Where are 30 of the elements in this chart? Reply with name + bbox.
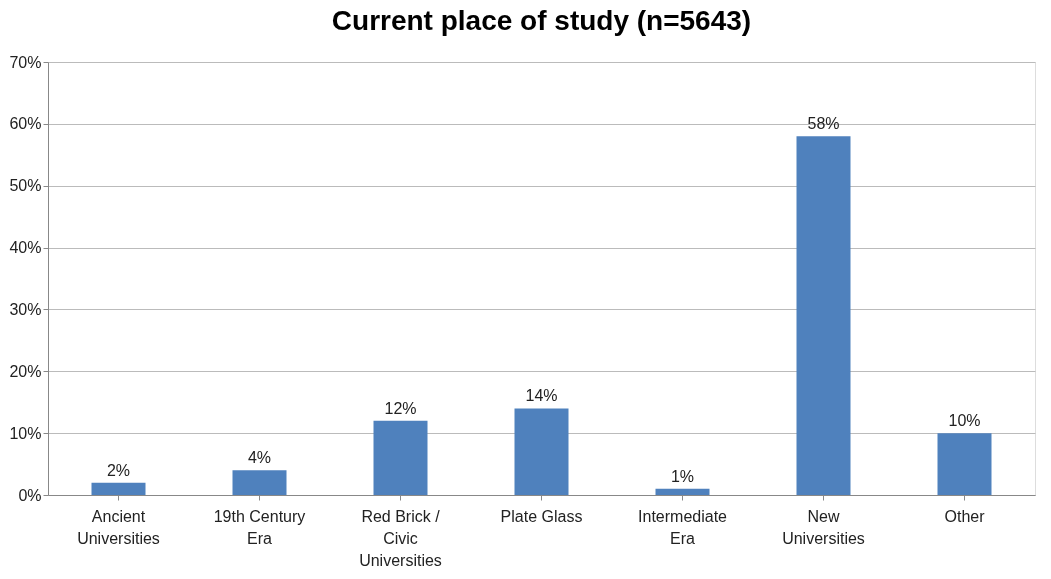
- y-tick-label: 30%: [9, 300, 42, 318]
- data-label: 4%: [247, 449, 272, 467]
- y-tick-label: 60%: [9, 115, 42, 133]
- data-label: 10%: [948, 412, 981, 430]
- x-tick-label: New Universities: [782, 507, 865, 547]
- data-label: 1%: [670, 467, 695, 485]
- bar: [373, 420, 428, 495]
- y-tick-label: 50%: [9, 177, 42, 195]
- bar: [937, 433, 992, 495]
- data-label: 2%: [106, 461, 131, 479]
- x-tick-label: Plate Glass: [500, 507, 583, 525]
- x-tick-label: Other: [944, 507, 986, 525]
- bar: [655, 488, 710, 495]
- data-label: 12%: [384, 399, 417, 417]
- y-tick-label: 40%: [9, 239, 42, 257]
- bar: [232, 470, 287, 495]
- y-tick-label: 10%: [9, 424, 42, 442]
- x-tick-label: Intermediate Era: [638, 507, 728, 547]
- chart-title: Current place of study (n=5643): [331, 5, 752, 36]
- bar: [91, 482, 146, 495]
- y-tick-label: 20%: [9, 362, 42, 380]
- data-label: 58%: [807, 115, 840, 133]
- bar: [514, 408, 569, 495]
- y-tick-label: 0%: [18, 486, 42, 504]
- data-label: 14%: [525, 387, 558, 405]
- x-tick-label: Red Brick / Civic Universities: [359, 507, 442, 569]
- y-tick-label: 70%: [9, 53, 42, 71]
- bar: [796, 136, 851, 495]
- x-tick-label: Ancient Universities: [77, 507, 160, 547]
- x-tick-label: 19th Century Era: [213, 507, 306, 547]
